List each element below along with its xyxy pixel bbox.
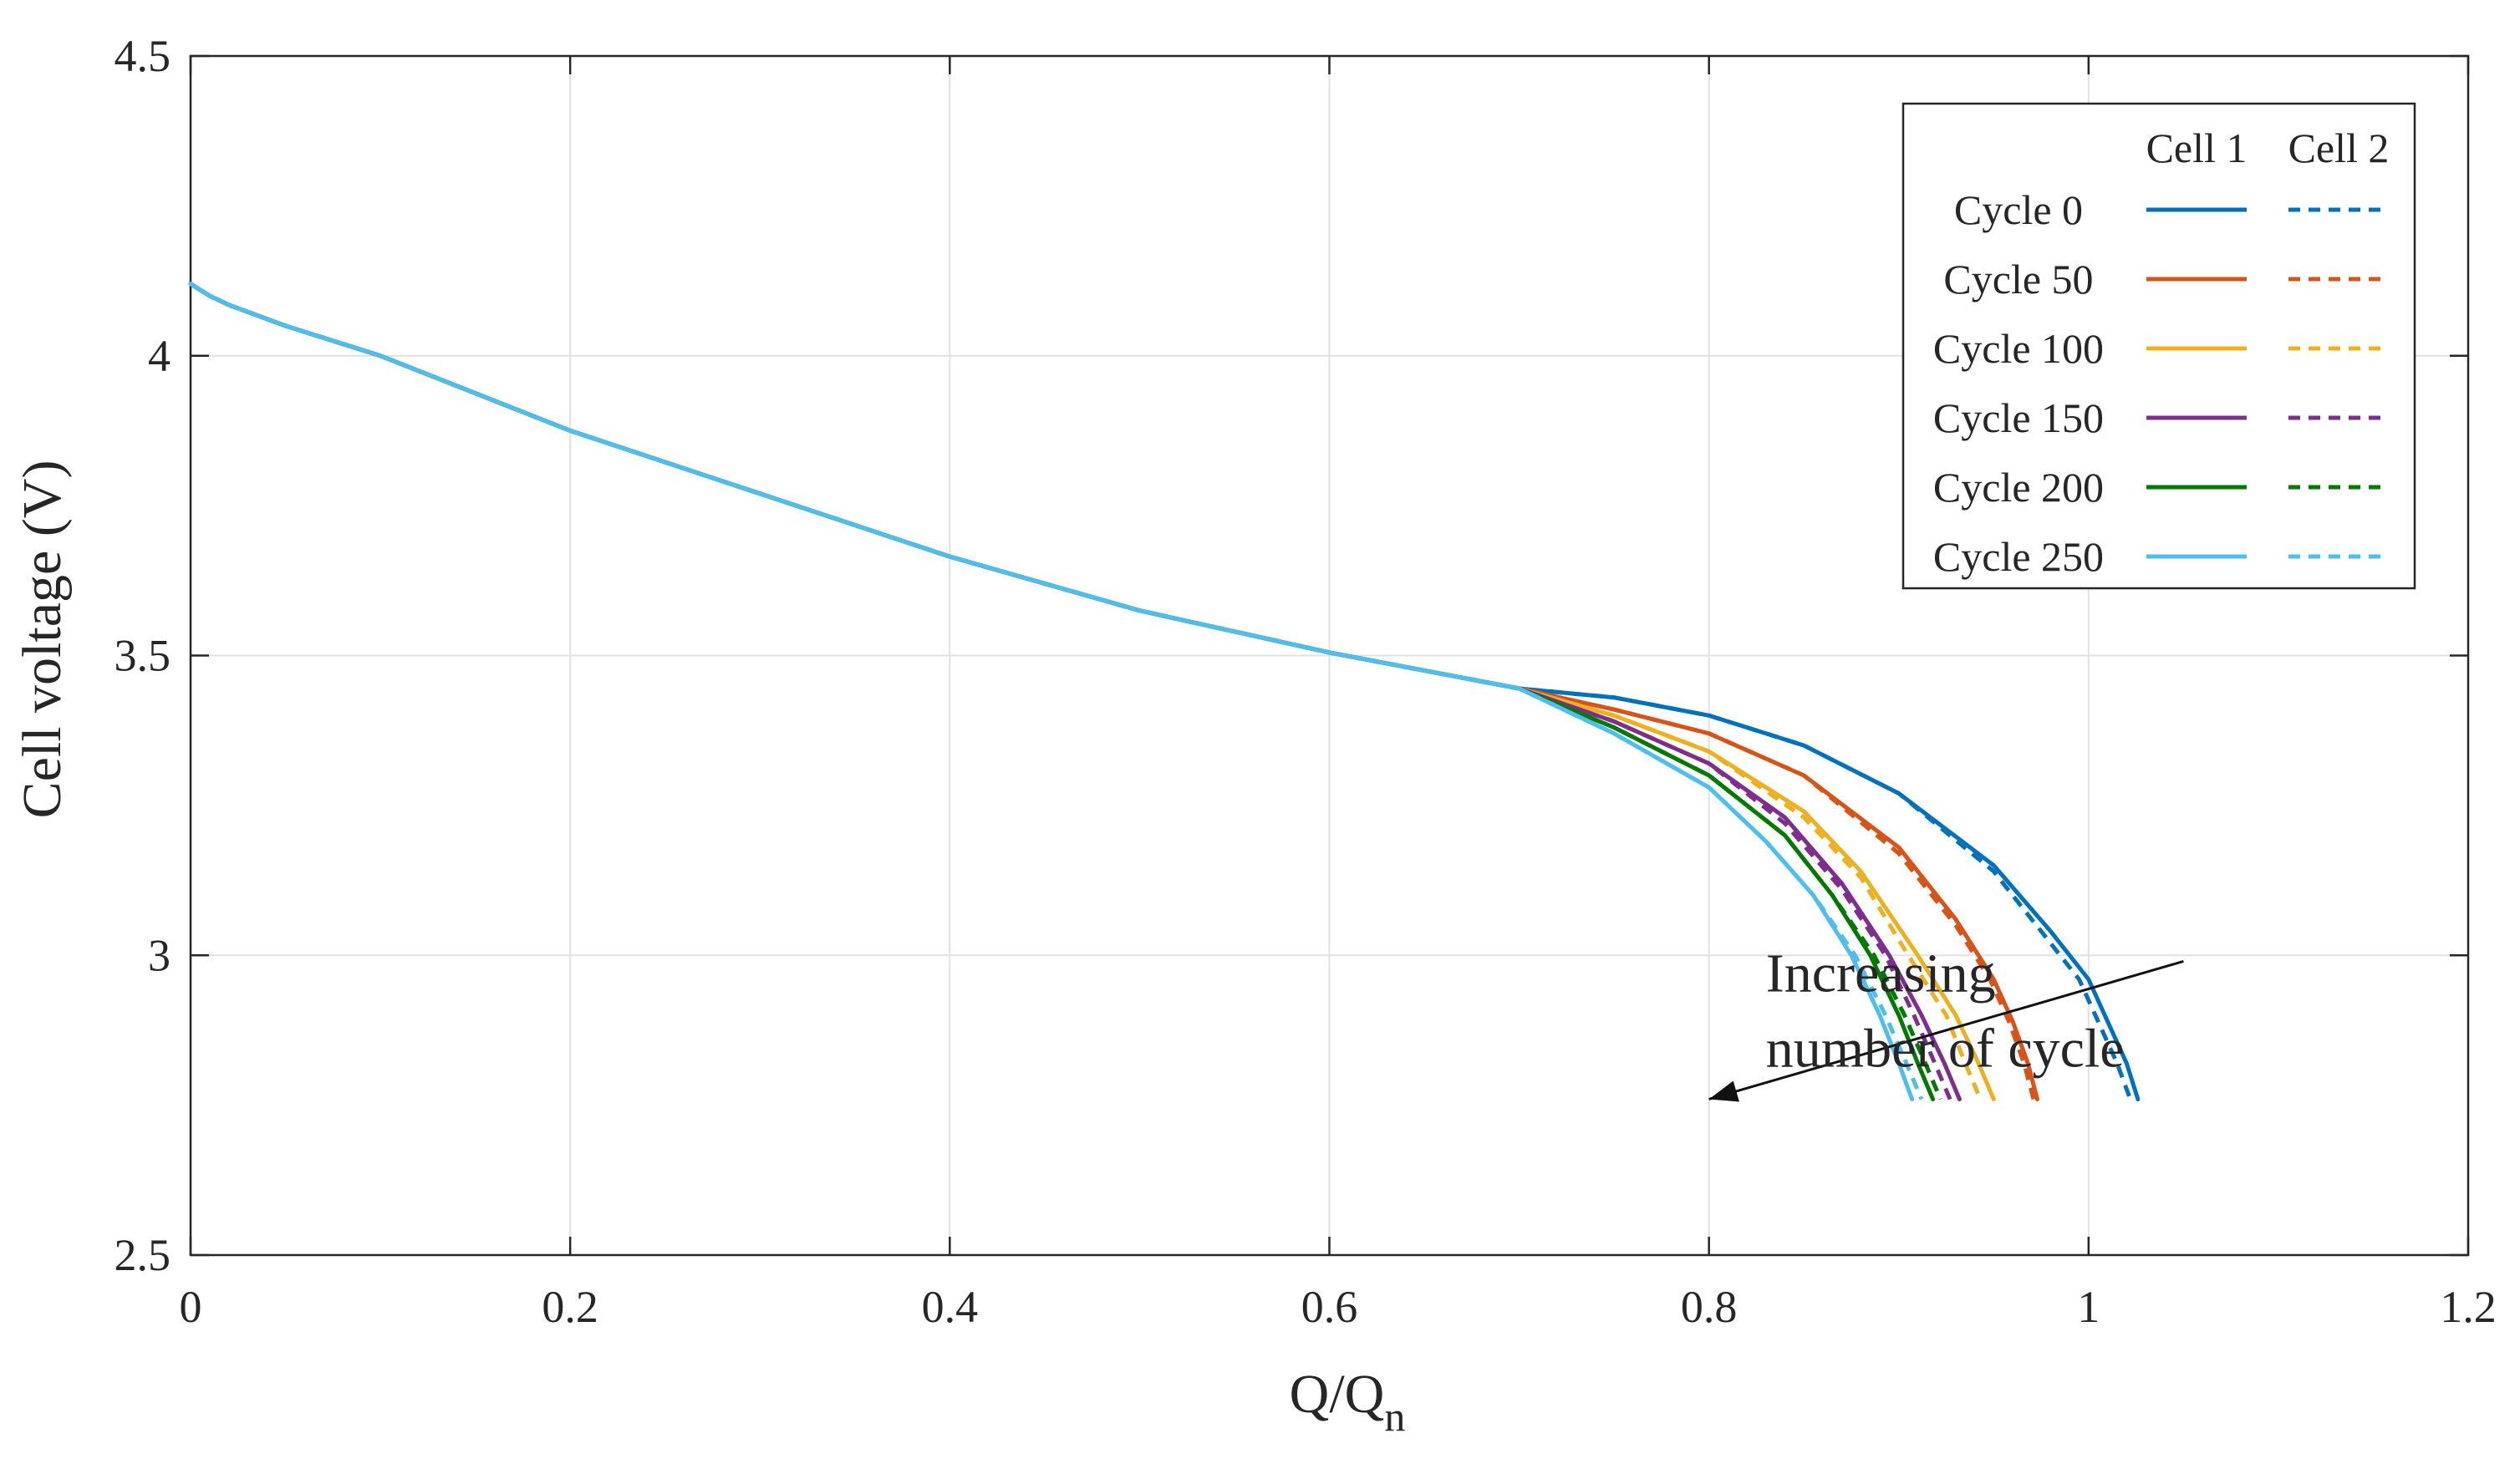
y-tick-label: 3	[148, 930, 171, 980]
annotation-text: number of cycle	[1766, 1018, 2125, 1079]
x-tick-label: 1.2	[2440, 1282, 2497, 1332]
x-tick-label: 0.4	[922, 1282, 979, 1332]
legend-header-cell-1: Cell 1	[2146, 125, 2248, 171]
y-axis-label: Cell voltage (V)	[12, 460, 73, 819]
series-line-cycle-50-cell-2	[189, 282, 2036, 1100]
x-axis-label: Q/Qn	[1290, 1364, 1406, 1440]
y-tick-label: 2.5	[115, 1230, 171, 1280]
legend-label: Cycle 250	[1933, 533, 2104, 580]
grid	[191, 56, 2468, 1255]
legend: Cell 1 Cell 2 Cycle 0 Cycle 50 Cycle 100 Cycl…	[1901, 102, 2416, 590]
y-tick-label: 3.5	[115, 631, 171, 681]
annotation-arrow-head	[1708, 1080, 1739, 1102]
series-layer	[188, 282, 2141, 1101]
x-axis-label-main: Q/Q	[1290, 1364, 1385, 1425]
legend-header-cell-2: Cell 2	[2288, 125, 2390, 171]
y-tick-label: 4	[148, 331, 171, 381]
y-tick-label: 4.5	[115, 31, 171, 81]
legend-label: Cycle 100	[1933, 325, 2104, 372]
annotation-text: Increasing	[1766, 943, 1996, 1004]
x-tick-label: 0.6	[1301, 1282, 1358, 1332]
legend-label: Cycle 150	[1933, 394, 2104, 441]
legend-label: Cycle 200	[1933, 464, 2104, 511]
x-tick-label: 0.2	[542, 1282, 598, 1332]
annotation: Increasing number of cycle	[1708, 943, 2184, 1102]
x-axis-label-subscript: n	[1384, 1393, 1405, 1440]
axes: 0 0.2 0.4 0.6 0.8 1 1.2 2.5 3 3.5 4 4.5	[115, 31, 2497, 1332]
legend-label: Cycle 50	[1943, 256, 2093, 302]
legend-label: Cycle 0	[1954, 186, 2083, 233]
x-tick-label: 0.8	[1681, 1282, 1738, 1332]
series-line-cycle-250-cell-2	[189, 282, 1924, 1100]
legend-box	[1901, 102, 2416, 590]
x-tick-label: 0	[180, 1282, 202, 1332]
annotation-arrow-shaft	[1708, 959, 2184, 1100]
x-tick-label: 1	[2077, 1282, 2100, 1332]
